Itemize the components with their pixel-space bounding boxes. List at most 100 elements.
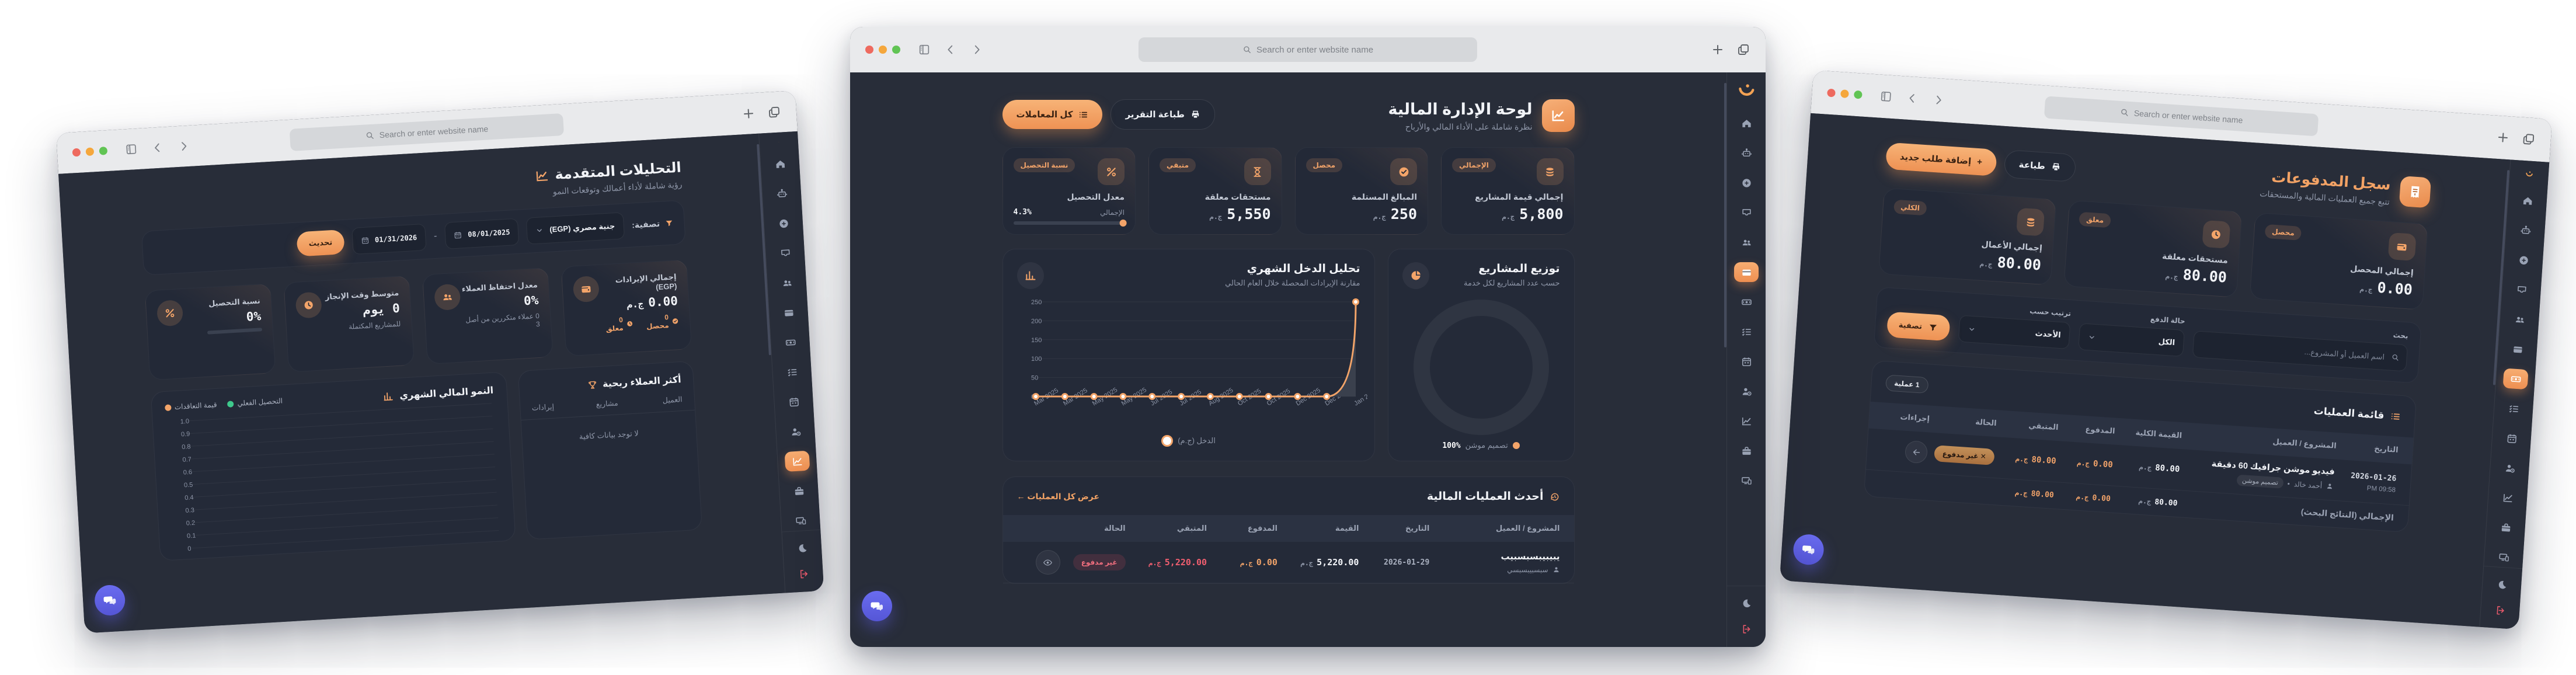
sidebar-item-users[interactable] bbox=[2507, 309, 2532, 330]
sidebar-item-plus-circle[interactable] bbox=[2511, 249, 2536, 271]
new-tab-icon[interactable] bbox=[741, 106, 756, 121]
close-window-button[interactable] bbox=[1827, 88, 1836, 98]
filter-button[interactable]: تصفية bbox=[1886, 311, 1951, 342]
sidebar-item-task-list[interactable] bbox=[2501, 398, 2526, 419]
tab-overview-icon[interactable] bbox=[1736, 43, 1750, 57]
sidebar-toggle-icon[interactable] bbox=[918, 43, 931, 56]
sidebar-item-robot[interactable] bbox=[769, 183, 795, 204]
tab-overview-icon[interactable] bbox=[2521, 132, 2536, 147]
table-row[interactable]: يبيبيبسبسبيب سبسبيبسبسي 2026-01-29 5,220… bbox=[1002, 542, 1574, 583]
sidebar-item-inbox[interactable] bbox=[1734, 203, 1759, 222]
address-bar[interactable]: Search or enter website name bbox=[289, 113, 565, 151]
sidebar-item-users[interactable] bbox=[1734, 232, 1759, 252]
sidebar-item-plus-circle[interactable] bbox=[771, 213, 796, 234]
close-window-button[interactable] bbox=[72, 148, 81, 157]
chat-fab[interactable] bbox=[862, 591, 892, 621]
chat-fab[interactable] bbox=[93, 584, 126, 617]
sidebar-item-calendar[interactable] bbox=[1734, 352, 1759, 371]
currency-select[interactable]: جنية مصري (EGP) bbox=[526, 212, 625, 245]
traffic-lights[interactable] bbox=[1827, 88, 1863, 99]
date-to-input[interactable]: 01/31/2026 bbox=[351, 223, 427, 255]
app-logo[interactable] bbox=[769, 141, 789, 143]
zoom-window-button[interactable] bbox=[892, 46, 900, 54]
sidebar-toggle-icon[interactable] bbox=[124, 142, 138, 156]
sidebar-item-home[interactable] bbox=[1734, 113, 1759, 133]
app-logo[interactable] bbox=[2519, 170, 2539, 180]
search-input[interactable] bbox=[2243, 342, 2386, 362]
new-tab-icon[interactable] bbox=[2495, 130, 2511, 145]
sidebar-item-logout[interactable] bbox=[1734, 620, 1759, 638]
sidebar-item-robot[interactable] bbox=[2512, 220, 2538, 241]
calendar-icon bbox=[788, 396, 800, 408]
traffic-lights[interactable] bbox=[72, 147, 108, 157]
sidebar-item-logout[interactable] bbox=[791, 564, 817, 583]
sidebar-item-devices[interactable] bbox=[2491, 547, 2516, 568]
payment-status-select[interactable]: الكل bbox=[2077, 323, 2185, 357]
remaining-amount: 80.00 bbox=[2031, 455, 2057, 466]
sidebar-item-moon[interactable] bbox=[1734, 594, 1759, 612]
app-logo[interactable] bbox=[1736, 82, 1756, 102]
sidebar-item-devices[interactable] bbox=[788, 510, 813, 531]
sidebar-item-calendar[interactable] bbox=[781, 391, 807, 412]
view-transaction-button[interactable] bbox=[1035, 550, 1060, 575]
sidebar-item-chart-line[interactable] bbox=[2495, 487, 2521, 509]
sidebar-item-logout[interactable] bbox=[2487, 601, 2513, 620]
sidebar-item-plus-circle[interactable] bbox=[1734, 173, 1759, 193]
sidebar-item-moon[interactable] bbox=[2489, 575, 2515, 594]
new-tab-icon[interactable] bbox=[1711, 43, 1725, 57]
sidebar-item-devices[interactable] bbox=[1734, 471, 1759, 490]
sidebar-item-chart-line[interactable] bbox=[784, 450, 810, 472]
sidebar-item-credit-card[interactable] bbox=[1734, 262, 1759, 282]
sidebar-item-briefcase[interactable] bbox=[2493, 517, 2519, 538]
chat-fab[interactable] bbox=[1792, 533, 1825, 566]
tab-overview-icon[interactable] bbox=[767, 105, 781, 119]
minimize-window-button[interactable] bbox=[879, 46, 887, 54]
sidebar-item-inbox[interactable] bbox=[772, 242, 798, 263]
sidebar-item-inbox[interactable] bbox=[2509, 279, 2535, 301]
sidebar-item-users[interactable] bbox=[774, 272, 800, 293]
sidebar-item-moon[interactable] bbox=[789, 538, 815, 557]
minimize-window-button[interactable] bbox=[85, 147, 95, 156]
sidebar-item-robot[interactable] bbox=[1734, 143, 1759, 163]
sidebar-item-calendar[interactable] bbox=[2499, 427, 2525, 449]
sidebar-item-credit-card[interactable] bbox=[2505, 339, 2530, 360]
date-from-input[interactable]: 08/01/2025 bbox=[444, 218, 520, 249]
zoom-window-button[interactable] bbox=[1853, 90, 1863, 99]
forward-icon[interactable] bbox=[1931, 93, 1945, 107]
open-operation-button[interactable] bbox=[1904, 440, 1928, 464]
back-icon[interactable] bbox=[151, 141, 164, 154]
sidebar-item-banknote[interactable] bbox=[2502, 368, 2529, 390]
address-bar[interactable]: Search or enter website name bbox=[2044, 96, 2319, 137]
back-icon[interactable] bbox=[1905, 92, 1919, 105]
print-button[interactable]: طباعة bbox=[2003, 149, 2077, 183]
add-request-button[interactable]: + إضافة طلب جديد bbox=[1885, 142, 1997, 177]
address-bar[interactable]: Search or enter website name bbox=[1138, 37, 1478, 62]
forward-icon[interactable] bbox=[970, 43, 983, 56]
zoom-window-button[interactable] bbox=[99, 147, 108, 155]
sidebar-item-home[interactable] bbox=[767, 154, 793, 175]
sort-by-select[interactable]: الأحدث bbox=[1958, 315, 2071, 350]
update-button[interactable]: تحديث bbox=[296, 229, 345, 257]
sidebar-item-home[interactable] bbox=[2515, 190, 2540, 211]
traffic-lights[interactable] bbox=[865, 46, 900, 54]
back-icon[interactable] bbox=[944, 43, 957, 56]
view-all-link[interactable]: عرض كل العمليات ← bbox=[1017, 492, 1100, 501]
sidebar-item-task-list[interactable] bbox=[1734, 322, 1759, 342]
close-window-button[interactable] bbox=[865, 46, 873, 54]
sidebar-item-credit-card[interactable] bbox=[776, 302, 802, 323]
forward-icon[interactable] bbox=[177, 140, 190, 153]
all-transactions-button[interactable]: كل المعاملات bbox=[1002, 100, 1103, 129]
sidebar-item-user-clock[interactable] bbox=[783, 421, 809, 442]
sidebar-item-banknote[interactable] bbox=[778, 332, 803, 353]
sidebar-item-user-clock[interactable] bbox=[1734, 381, 1759, 401]
sidebar-item-chart-line[interactable] bbox=[1734, 411, 1759, 431]
sidebar-toggle-icon[interactable] bbox=[1879, 90, 1893, 103]
sidebar-item-briefcase[interactable] bbox=[1734, 441, 1759, 461]
print-report-button[interactable]: طباعة التقرير bbox=[1111, 99, 1215, 130]
sidebar-item-briefcase[interactable] bbox=[786, 481, 812, 502]
sidebar-item-task-list[interactable] bbox=[779, 361, 805, 382]
scrollbar[interactable] bbox=[1724, 83, 1726, 347]
minimize-window-button[interactable] bbox=[1840, 89, 1849, 99]
sidebar-item-user-clock[interactable] bbox=[2497, 457, 2522, 479]
sidebar-item-banknote[interactable] bbox=[1734, 292, 1759, 312]
